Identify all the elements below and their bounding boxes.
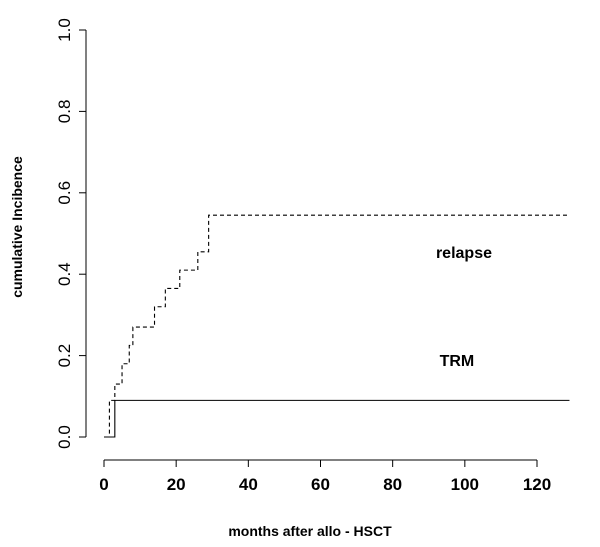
y-tick-label: 1.0 (55, 18, 74, 42)
x-tick-label: 0 (99, 475, 108, 494)
y-axis: 0.0 0.2 0.4 0.6 0.8 1.0 (55, 18, 87, 449)
y-tick-label: 0.0 (55, 425, 74, 449)
x-tick-label: 100 (451, 475, 479, 494)
annotation-trm: TRM (440, 353, 475, 370)
y-tick-label: 0.8 (55, 100, 74, 124)
y-axis-label: cumulative Incibence (9, 156, 25, 298)
x-tick-label: 20 (167, 475, 186, 494)
series-layer (104, 214, 570, 438)
series-line-relapse (105, 214, 570, 438)
x-tick-label: 40 (239, 475, 258, 494)
x-tick-label: 80 (383, 475, 402, 494)
x-tick-label: 120 (523, 475, 551, 494)
x-axis-label: months after allo - HSCT (228, 523, 392, 539)
y-tick-label: 0.4 (55, 262, 74, 286)
x-axis: 0 20 40 60 80 100 120 (99, 459, 551, 494)
series-line-trm (104, 399, 570, 438)
annotation-layer: relapse TRM (436, 245, 492, 370)
y-tick-label: 0.2 (55, 344, 74, 368)
x-tick-label: 60 (311, 475, 330, 494)
annotation-relapse: relapse (436, 245, 492, 262)
y-tick-label: 0.6 (55, 181, 74, 205)
